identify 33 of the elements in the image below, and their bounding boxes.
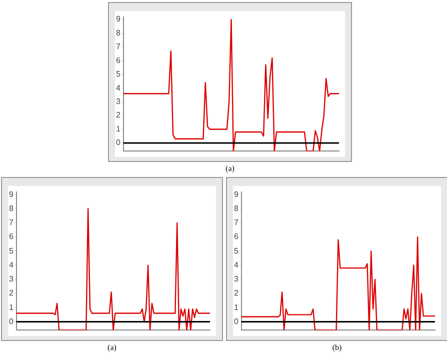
y-tick-label: 8	[116, 28, 121, 38]
y-tick-label: 3	[116, 97, 121, 106]
y-tick-label: 2	[8, 288, 14, 298]
y-tick-label: 7	[8, 218, 14, 228]
y-tick-label: 5	[234, 246, 239, 256]
text: (a)	[106, 343, 118, 352]
y-tick-label: 2	[234, 288, 239, 298]
y-tick-label: 4	[234, 260, 239, 270]
text: (b)	[331, 343, 343, 352]
y-tick-label: 4	[116, 83, 121, 92]
y-tick-label: 6	[8, 232, 14, 242]
y-tick-label: 6	[234, 232, 239, 242]
y-tick-label: 0	[234, 316, 239, 326]
y-tick-label: 5	[8, 246, 14, 256]
y-tick-label: 1	[234, 302, 239, 312]
y-tick-label: 7	[234, 218, 239, 228]
y-tick-label: 2	[116, 110, 121, 120]
y-tick-label: 5	[116, 70, 121, 79]
text: (a)	[224, 164, 236, 173]
y-tick-label: 9	[234, 190, 239, 199]
y-tick-label: 1	[116, 124, 121, 134]
y-tick-label: 7	[116, 42, 121, 52]
y-tick-label: 3	[234, 274, 239, 284]
y-tick-label: 4	[8, 260, 14, 270]
y-tick-label: 8	[234, 204, 239, 213]
y-tick-label: 3	[8, 274, 14, 284]
y-tick-label: 0	[8, 316, 14, 326]
y-tick-label: 8	[8, 204, 14, 213]
y-tick-label: 0	[116, 138, 121, 148]
y-tick-label: 9	[116, 14, 121, 24]
y-tick-label: 1	[8, 302, 14, 312]
y-tick-label: 6	[116, 56, 121, 65]
y-tick-label: 9	[8, 190, 14, 199]
